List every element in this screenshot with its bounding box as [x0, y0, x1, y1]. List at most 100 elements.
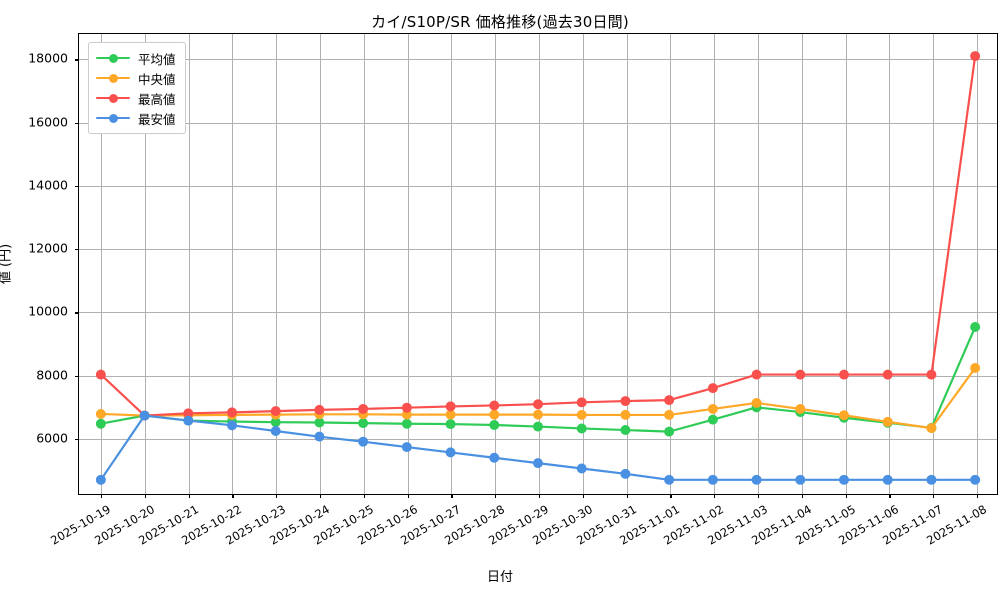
- data-point-marker: [533, 409, 543, 420]
- gridline-vertical: [451, 34, 453, 494]
- x-tick-mark: [670, 494, 672, 498]
- data-point-marker: [707, 414, 718, 425]
- y-tick-label: 14000: [28, 177, 68, 193]
- data-point-marker: [620, 396, 631, 407]
- data-point-marker: [95, 369, 106, 380]
- x-tick-mark: [276, 494, 278, 498]
- y-tick-mark: [75, 439, 79, 441]
- gridline-vertical: [714, 34, 716, 494]
- data-point-marker: [926, 369, 937, 380]
- data-point-marker: [445, 447, 456, 458]
- data-point-marker: [620, 425, 631, 436]
- data-point-marker: [95, 408, 106, 419]
- y-tick-label: 10000: [28, 303, 68, 319]
- data-point-marker: [751, 474, 762, 485]
- data-point-marker: [227, 407, 237, 418]
- gridline-vertical: [626, 34, 628, 494]
- y-tick-mark: [75, 249, 79, 251]
- gridline-vertical: [319, 34, 321, 494]
- y-tick-label: 6000: [36, 430, 68, 446]
- data-point-marker: [533, 421, 543, 432]
- data-point-marker: [970, 322, 981, 332]
- gridline-vertical: [582, 34, 584, 494]
- data-point-marker: [620, 409, 631, 420]
- data-point-marker: [227, 420, 237, 431]
- data-point-marker: [620, 468, 631, 479]
- gridline-vertical: [539, 34, 540, 494]
- data-point-marker: [183, 415, 194, 426]
- gridline-horizontal: [79, 375, 997, 377]
- y-tick-mark: [75, 375, 79, 377]
- legend-item[interactable]: 最安値: [96, 108, 176, 128]
- legend-color-swatch: [96, 72, 130, 84]
- gridline-vertical: [407, 34, 409, 494]
- gridline-vertical: [276, 34, 278, 494]
- data-point-marker: [401, 409, 412, 420]
- data-point-marker: [358, 403, 369, 414]
- x-tick-mark: [319, 494, 322, 498]
- data-point-marker: [839, 410, 849, 421]
- data-point-marker: [926, 423, 937, 434]
- y-tick-label: 18000: [28, 50, 68, 66]
- data-point-marker: [707, 383, 718, 394]
- data-point-marker: [839, 474, 849, 485]
- data-point-marker: [270, 426, 281, 436]
- plot-area: [75, 33, 998, 498]
- y-axis-title: 値 (円): [0, 243, 14, 285]
- x-tick-mark: [451, 494, 453, 498]
- series-layer: [95, 51, 981, 485]
- legend-item[interactable]: 中央値: [96, 68, 176, 88]
- chart-legend[interactable]: 平均値 中央値最高値 最安値: [88, 42, 186, 134]
- data-point-marker: [95, 418, 106, 429]
- data-point-marker: [795, 474, 806, 485]
- data-point-marker: [358, 418, 369, 429]
- data-point-marker: [970, 362, 981, 373]
- gridline-vertical: [363, 34, 365, 494]
- x-tick-mark: [714, 494, 716, 498]
- data-point-marker: [970, 51, 981, 62]
- x-tick-mark: [100, 494, 103, 498]
- data-point-marker: [358, 436, 369, 447]
- data-point-marker: [270, 417, 281, 428]
- legend-item[interactable]: 最高値: [96, 88, 176, 108]
- x-tick-mark: [977, 494, 979, 498]
- data-point-marker: [314, 417, 325, 428]
- gridline-vertical: [801, 34, 803, 494]
- data-point-marker: [314, 404, 325, 415]
- gridline-vertical: [144, 34, 146, 494]
- data-point-marker: [314, 431, 325, 442]
- x-tick-mark: [626, 494, 628, 498]
- legend-color-swatch: [96, 112, 130, 124]
- legend-item[interactable]: 平均値: [96, 48, 176, 68]
- gridline-vertical: [100, 34, 102, 494]
- chart-title: カイ/S10P/SR 価格推移(過去30日間): [371, 13, 629, 31]
- x-tick-mark: [407, 494, 409, 498]
- gridline-horizontal: [79, 122, 997, 124]
- legend-label: 最高値: [138, 91, 176, 107]
- data-point-marker: [489, 409, 500, 420]
- data-point-marker: [533, 399, 543, 410]
- data-point-marker: [751, 397, 762, 408]
- data-point-marker: [401, 418, 412, 429]
- y-tick-mark: [75, 122, 79, 124]
- gridline-horizontal: [79, 439, 997, 441]
- data-point-marker: [489, 400, 500, 411]
- gridline-vertical: [977, 34, 979, 494]
- data-point-marker: [839, 369, 849, 380]
- data-point-marker: [576, 397, 587, 408]
- y-tick-label: 8000: [36, 367, 68, 383]
- y-tick-mark: [75, 59, 79, 61]
- data-point-marker: [882, 416, 893, 427]
- data-point-marker: [533, 458, 543, 469]
- data-point-marker: [795, 403, 806, 414]
- x-tick-mark: [582, 494, 584, 498]
- data-point-marker: [489, 452, 500, 463]
- y-tick-mark: [75, 312, 79, 314]
- data-point-marker: [576, 463, 587, 474]
- x-tick-mark: [539, 494, 541, 498]
- x-tick-mark: [363, 494, 365, 498]
- y-tick-mark: [75, 185, 79, 188]
- data-point-marker: [664, 474, 675, 485]
- gridline-vertical: [495, 34, 497, 494]
